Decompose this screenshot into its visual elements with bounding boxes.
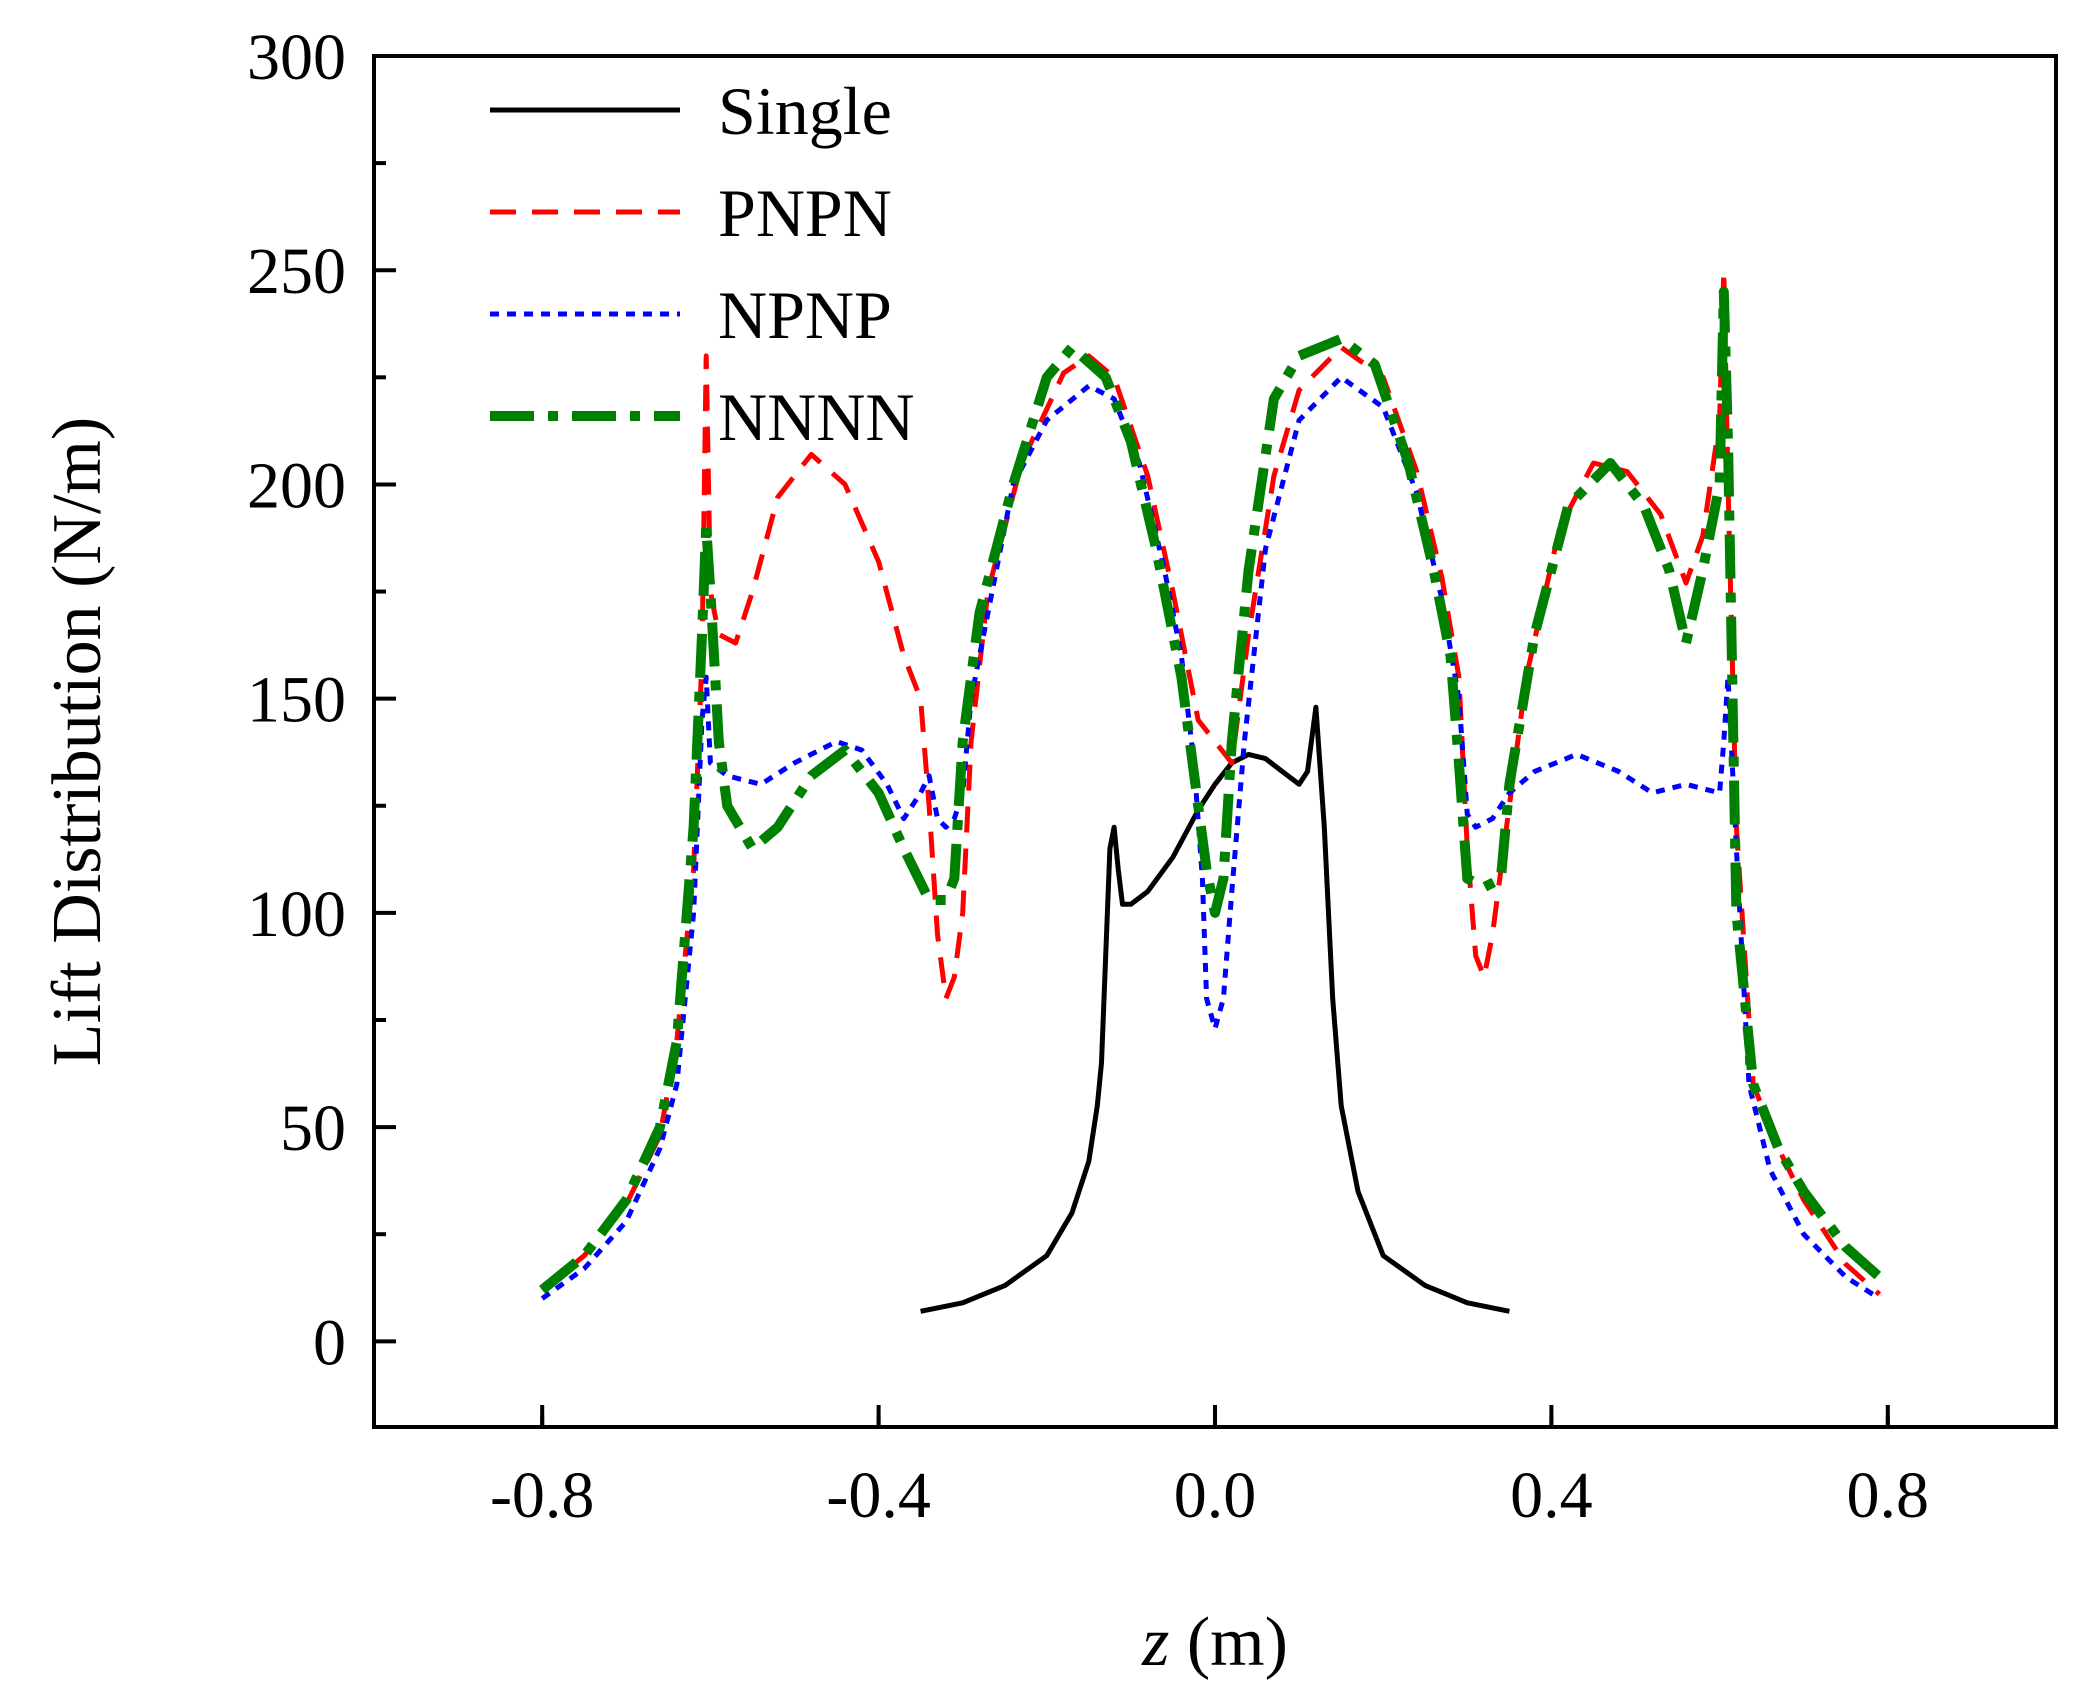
series-layer [539,267,1883,1314]
series-line-pnpn [540,267,1882,1297]
series-line-npnp [540,374,1881,1301]
series-line-nnnn [539,286,1883,1294]
series-line-single [920,704,1510,1314]
x-axis-variable: z [1141,1604,1169,1681]
y-tick-label: 0 [313,1306,346,1379]
ticks-layer: -0.8 -0.4 0.0 0.4 0.8 0 50 100 150 200 250 300 [247,21,1929,1532]
x-tick-label: 0.0 [1174,1459,1257,1532]
y-tick-label: 100 [247,878,346,951]
legend-label-single: Single [718,73,892,149]
y-axis-title: Lift Distribution (N/m) [39,417,116,1066]
y-tick-label: 200 [247,449,346,522]
y-tick-label: 50 [280,1092,346,1165]
plot-frame [372,54,2058,1429]
legend-label-npnp: NPNP [718,277,892,353]
y-tick-label: 150 [247,664,346,737]
x-axis-unit: (m) [1169,1604,1288,1681]
y-tick-label: 300 [247,21,346,94]
legend-label-pnpn: PNPN [718,175,892,251]
x-tick-label: -0.4 [826,1459,930,1532]
legend-label-nnnn: NNNN [718,379,914,455]
x-tick-label: -0.8 [490,1459,594,1532]
x-tick-label: 0.8 [1847,1459,1930,1532]
x-tick-label: 0.4 [1510,1459,1593,1532]
x-axis-title: z (m) [1141,1604,1288,1681]
legend: Single PNPN NPNP NNNN [490,73,914,455]
y-tick-label: 250 [247,235,346,308]
